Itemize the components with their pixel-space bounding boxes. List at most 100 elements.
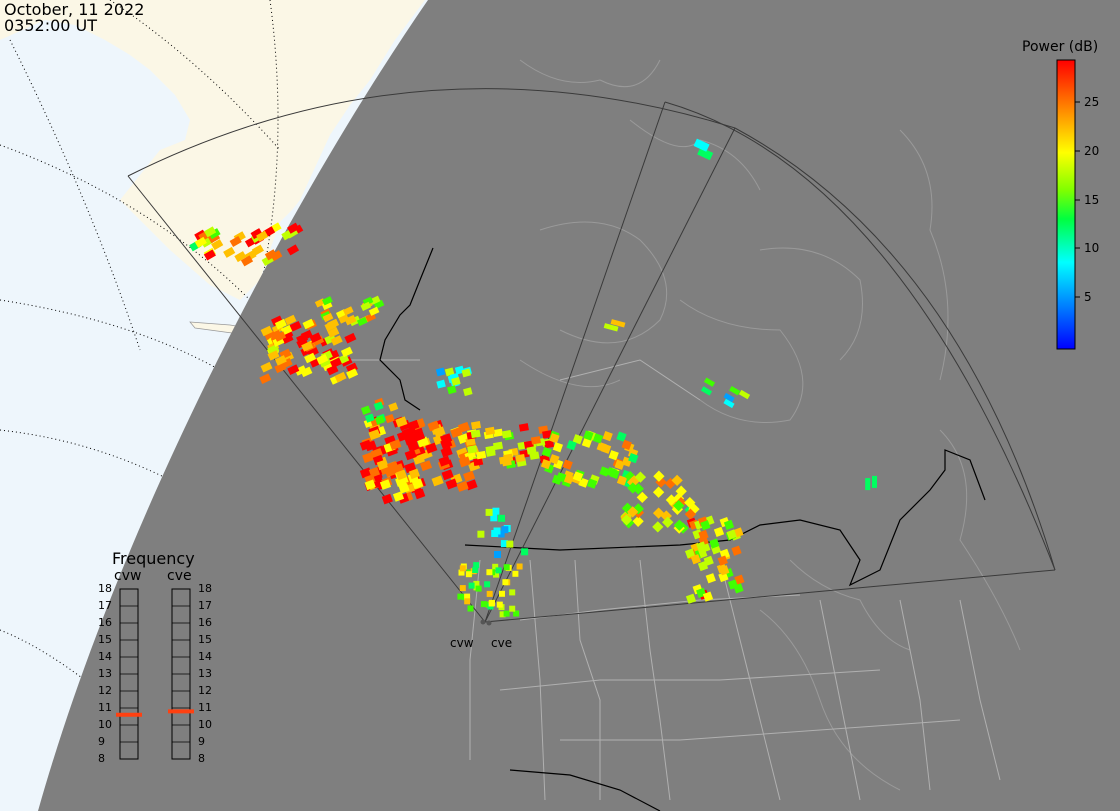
backscatter-cell: [616, 431, 627, 442]
cvw-frequency-tick: 12: [98, 684, 112, 697]
backscatter-cell: [467, 445, 478, 454]
backscatter-cell: [717, 555, 728, 566]
backscatter-cell: [509, 605, 516, 612]
site-marker-cvw: [480, 619, 486, 625]
cve-frequency-tick: 14: [198, 650, 212, 663]
backscatter-cell: [495, 567, 502, 574]
backscatter-cell: [468, 582, 475, 589]
backscatter-cell: [322, 312, 334, 323]
backscatter-cell: [346, 368, 359, 379]
backscatter-cell: [425, 442, 438, 454]
backscatter-cell: [586, 478, 598, 489]
backscatter-cell: [408, 468, 420, 480]
site-label-cve: cve: [491, 636, 513, 650]
backscatter-cell: [684, 508, 697, 520]
backscatter-cell: [396, 430, 410, 442]
backscatter-cell: [467, 605, 474, 612]
backscatter-cell: [671, 474, 683, 487]
backscatter-cell: [419, 460, 433, 472]
backscatter-cell: [287, 222, 300, 234]
backscatter-cell: [476, 450, 487, 460]
backscatter-cell: [381, 493, 393, 505]
backscatter-cell: [473, 562, 480, 569]
backscatter-cell: [364, 479, 376, 491]
backscatter-cell: [729, 386, 741, 396]
backscatter-cell: [512, 570, 519, 577]
backscatter-cell: [497, 530, 505, 538]
backscatter-cell: [599, 466, 610, 477]
backscatter-cell: [465, 571, 472, 578]
backscatter-cell: [388, 402, 399, 412]
backscatter-cell: [652, 521, 664, 533]
backscatter-cell: [572, 471, 584, 482]
backscatter-cell: [684, 496, 696, 509]
cvw-frequency-tick: 16: [98, 616, 112, 629]
backscatter-cell: [223, 246, 236, 258]
backscatter-cell: [304, 352, 317, 364]
backscatter-cell: [461, 368, 472, 378]
backscatter-cell: [458, 456, 471, 468]
backscatter-cell: [490, 514, 498, 522]
date-label: October, 11 2022: [4, 0, 145, 19]
backscatter-cell: [431, 475, 444, 487]
backscatter-cell: [693, 138, 710, 152]
backscatter-cell: [696, 541, 707, 552]
backscatter-cell: [229, 235, 242, 248]
backscatter-cell: [562, 459, 573, 470]
cvw-frequency-tick: 15: [98, 633, 112, 646]
backscatter-cell: [300, 366, 313, 378]
backscatter-cell: [463, 470, 476, 482]
backscatter-cell: [719, 565, 730, 576]
backscatter-cell: [549, 454, 560, 465]
backscatter-cell: [602, 430, 613, 442]
backscatter-cell: [436, 379, 446, 389]
backscatter-cell: [723, 398, 735, 409]
backscatter-cell: [675, 485, 687, 497]
backscatter-cell: [440, 446, 453, 458]
backscatter-cell: [596, 441, 607, 453]
backscatter-cell: [493, 571, 499, 578]
backscatter-cell: [364, 413, 375, 423]
backscatter-cell: [475, 585, 482, 592]
backscatter-cell: [697, 147, 714, 161]
backscatter-cell: [685, 593, 697, 604]
backscatter-cell: [544, 439, 555, 449]
backscatter-cell: [256, 230, 269, 242]
cvw-frequency-tick: 8: [98, 752, 105, 765]
backscatter-cell: [702, 591, 714, 602]
backscatter-cell: [486, 590, 493, 597]
colorbar-tick-label: 15: [1084, 193, 1100, 207]
backscatter-cell: [444, 367, 455, 377]
backscatter-cell: [480, 601, 487, 608]
cve-frequency-tick: 12: [198, 684, 212, 697]
backscatter-cell: [327, 318, 340, 330]
backscatter-cell: [872, 475, 877, 488]
backscatter-cell: [345, 362, 358, 374]
backscatter-cell: [709, 538, 720, 549]
backscatter-cell: [300, 329, 313, 341]
backscatter-cell: [342, 306, 354, 316]
backscatter-cell: [344, 332, 357, 344]
radar-fov-outlines: [127, 88, 1056, 623]
cvw-frequency-tick: 18: [98, 582, 112, 595]
backscatter-cell: [445, 478, 458, 490]
backscatter-cell: [627, 482, 639, 494]
backscatter-cell: [316, 354, 329, 365]
frequency-indicators: [116, 709, 194, 717]
backscatter-cell: [486, 569, 493, 576]
backscatter-cell: [240, 255, 254, 267]
backscatter-cell: [368, 306, 380, 316]
backscatter-cell: [459, 585, 466, 592]
backscatter-cell: [251, 244, 264, 256]
backscatter-cell: [204, 226, 217, 238]
backscatter-cell: [376, 459, 388, 471]
backscatter-cell: [665, 494, 678, 506]
backscatter-cell: [690, 554, 701, 565]
backscatter-cell: [515, 453, 526, 463]
backscatter-cell: [451, 376, 461, 386]
backscatter-cell: [513, 610, 520, 617]
backscatter-cell: [280, 358, 293, 369]
backscatter-cell: [338, 314, 350, 324]
backscatter-cell: [738, 389, 751, 400]
frequency-grid-lines: [120, 588, 190, 760]
